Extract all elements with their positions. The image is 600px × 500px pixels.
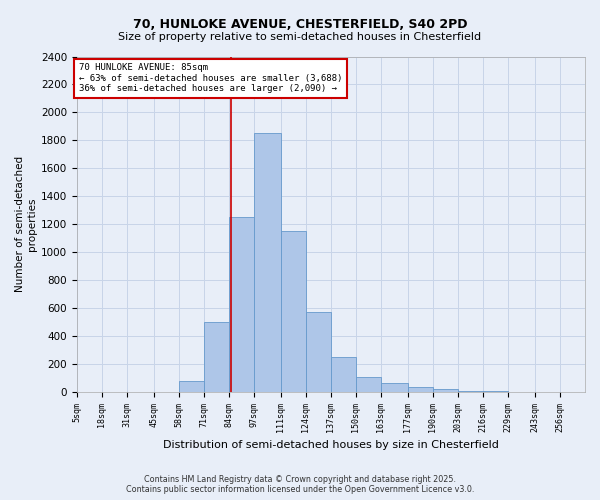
Bar xyxy=(204,322,229,392)
Text: 70 HUNLOKE AVENUE: 85sqm
← 63% of semi-detached houses are smaller (3,688)
36% o: 70 HUNLOKE AVENUE: 85sqm ← 63% of semi-d… xyxy=(79,64,342,94)
Text: Size of property relative to semi-detached houses in Chesterfield: Size of property relative to semi-detach… xyxy=(118,32,482,42)
X-axis label: Distribution of semi-detached houses by size in Chesterfield: Distribution of semi-detached houses by … xyxy=(163,440,499,450)
Bar xyxy=(408,387,433,392)
Text: 70, HUNLOKE AVENUE, CHESTERFIELD, S40 2PD: 70, HUNLOKE AVENUE, CHESTERFIELD, S40 2P… xyxy=(133,18,467,30)
Text: Contains HM Land Registry data © Crown copyright and database right 2025.
Contai: Contains HM Land Registry data © Crown c… xyxy=(126,474,474,494)
Bar xyxy=(433,390,458,392)
Bar xyxy=(381,383,408,392)
Bar xyxy=(281,231,306,392)
Bar xyxy=(356,376,381,392)
Bar xyxy=(229,217,254,392)
Bar xyxy=(254,134,281,392)
Bar xyxy=(458,391,483,392)
Bar xyxy=(306,312,331,392)
Bar xyxy=(483,391,508,392)
Bar xyxy=(179,381,204,392)
Y-axis label: Number of semi-detached
properties: Number of semi-detached properties xyxy=(15,156,37,292)
Bar xyxy=(331,357,356,392)
